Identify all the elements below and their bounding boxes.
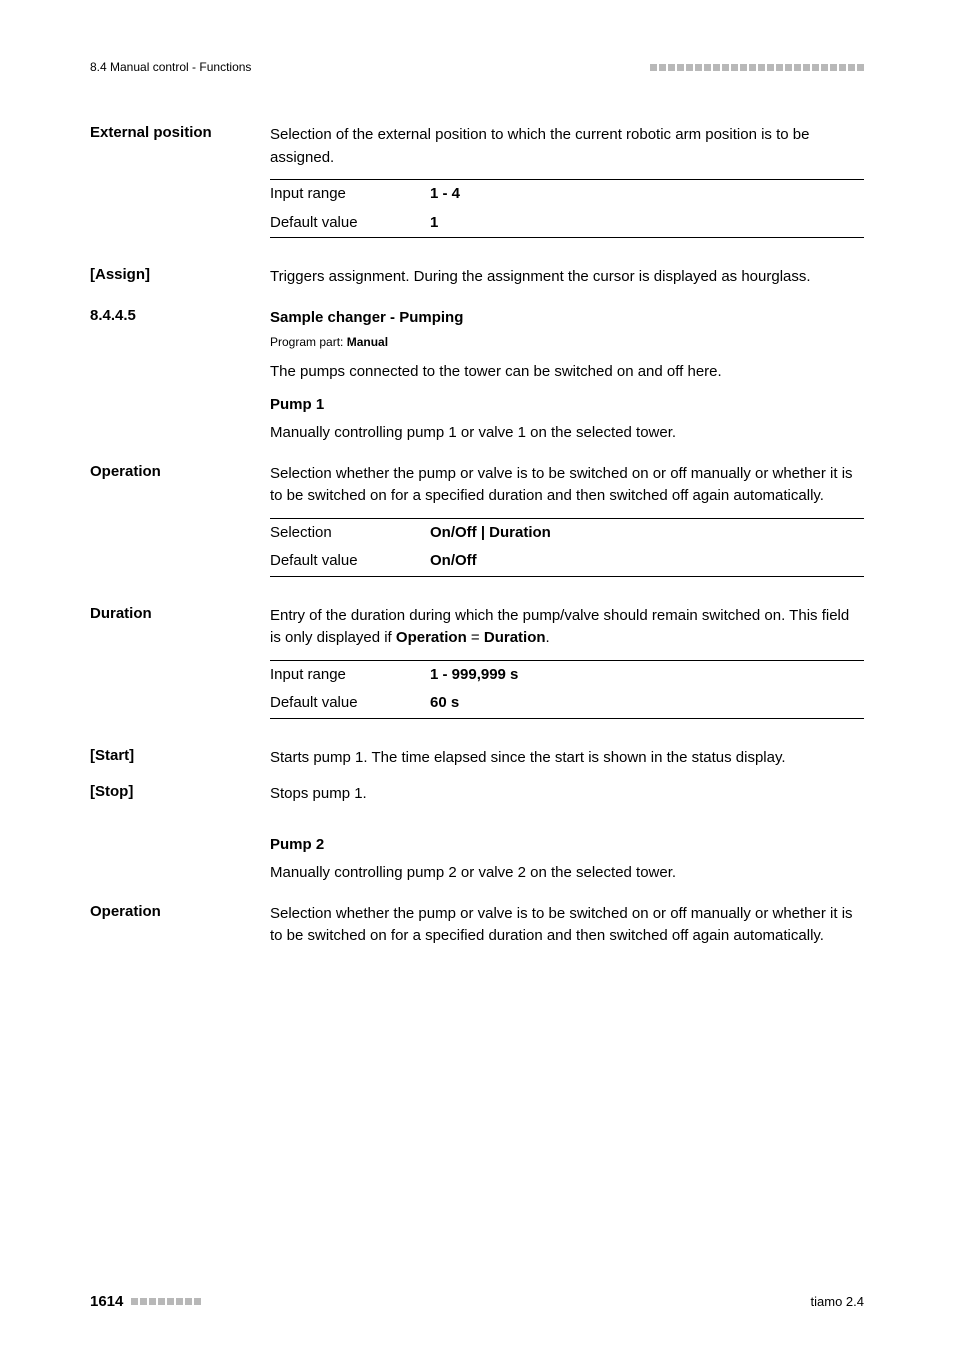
param-label: [Start] (90, 747, 270, 770)
param-label: Operation (90, 463, 270, 587)
param-label: [Stop] (90, 783, 270, 806)
section-heading: 8.4.4.5 Sample changer - Pumping Program… (90, 307, 864, 445)
param-table: Selection On/Off | Duration Default valu… (270, 518, 864, 577)
table-value: 1 - 999,999 s (430, 660, 864, 689)
pump2-block: Pump 2 Manually controlling pump 2 or va… (90, 824, 864, 885)
page-header: 8.4 Manual control - Functions (90, 60, 864, 74)
param-label: Duration (90, 605, 270, 729)
desc-bold: Operation (396, 629, 467, 646)
param-start: [Start] Starts pump 1. The time elapsed … (90, 747, 864, 770)
param-table: Input range 1 - 999,999 s Default value … (270, 660, 864, 719)
param-description: Stops pump 1. (270, 783, 864, 806)
page-number: 1614 (90, 1293, 123, 1310)
table-value: On/Off | Duration (430, 518, 864, 547)
param-operation-1: Operation Selection whether the pump or … (90, 463, 864, 587)
param-assign: [Assign] Triggers assignment. During the… (90, 266, 864, 289)
param-external-position: External position Selection of the exter… (90, 124, 864, 248)
program-part: Program part: Manual (270, 333, 864, 351)
param-operation-2: Operation Selection whether the pump or … (90, 903, 864, 948)
param-label: Operation (90, 903, 270, 948)
param-label: External position (90, 124, 270, 248)
param-description: Starts pump 1. The time elapsed since th… (270, 747, 864, 770)
program-part-value: Manual (347, 335, 388, 349)
table-value: 1 - 4 (430, 180, 864, 209)
param-description: Selection whether the pump or valve is t… (270, 463, 864, 508)
desc-text: = (467, 629, 484, 646)
table-label: Default value (270, 547, 430, 576)
pump1-description: Manually controlling pump 1 or valve 1 o… (270, 422, 864, 445)
table-label: Selection (270, 518, 430, 547)
table-value: 60 s (430, 689, 864, 718)
header-decoration (650, 64, 864, 71)
param-description: Selection whether the pump or valve is t… (270, 903, 864, 948)
desc-bold: Duration (484, 629, 546, 646)
table-label: Input range (270, 660, 430, 689)
footer-product: tiamo 2.4 (811, 1294, 864, 1309)
desc-text: Entry of the duration during which the p… (270, 607, 849, 647)
desc-text: . (546, 629, 550, 646)
param-stop: [Stop] Stops pump 1. (90, 783, 864, 806)
page-footer: 1614 tiamo 2.4 (90, 1293, 864, 1310)
param-description: Entry of the duration during which the p… (270, 605, 864, 650)
pump2-description: Manually controlling pump 2 or valve 2 o… (270, 862, 864, 885)
param-description: Triggers assignment. During the assignme… (270, 266, 864, 289)
section-intro: The pumps connected to the tower can be … (270, 361, 864, 384)
table-value: 1 (430, 209, 864, 238)
param-label: [Assign] (90, 266, 270, 289)
pump1-heading: Pump 1 (270, 394, 864, 417)
table-label: Input range (270, 180, 430, 209)
table-label: Default value (270, 689, 430, 718)
pump2-heading: Pump 2 (270, 834, 864, 857)
section-number: 8.4.4.5 (90, 307, 270, 445)
table-value: On/Off (430, 547, 864, 576)
param-description: Selection of the external position to wh… (270, 124, 864, 169)
table-label: Default value (270, 209, 430, 238)
header-section-path: 8.4 Manual control - Functions (90, 60, 251, 74)
param-table: Input range 1 - 4 Default value 1 (270, 179, 864, 238)
footer-decoration (131, 1298, 201, 1305)
program-part-label: Program part: (270, 335, 343, 349)
section-title: Sample changer - Pumping (270, 307, 864, 330)
param-duration: Duration Entry of the duration during wh… (90, 605, 864, 729)
